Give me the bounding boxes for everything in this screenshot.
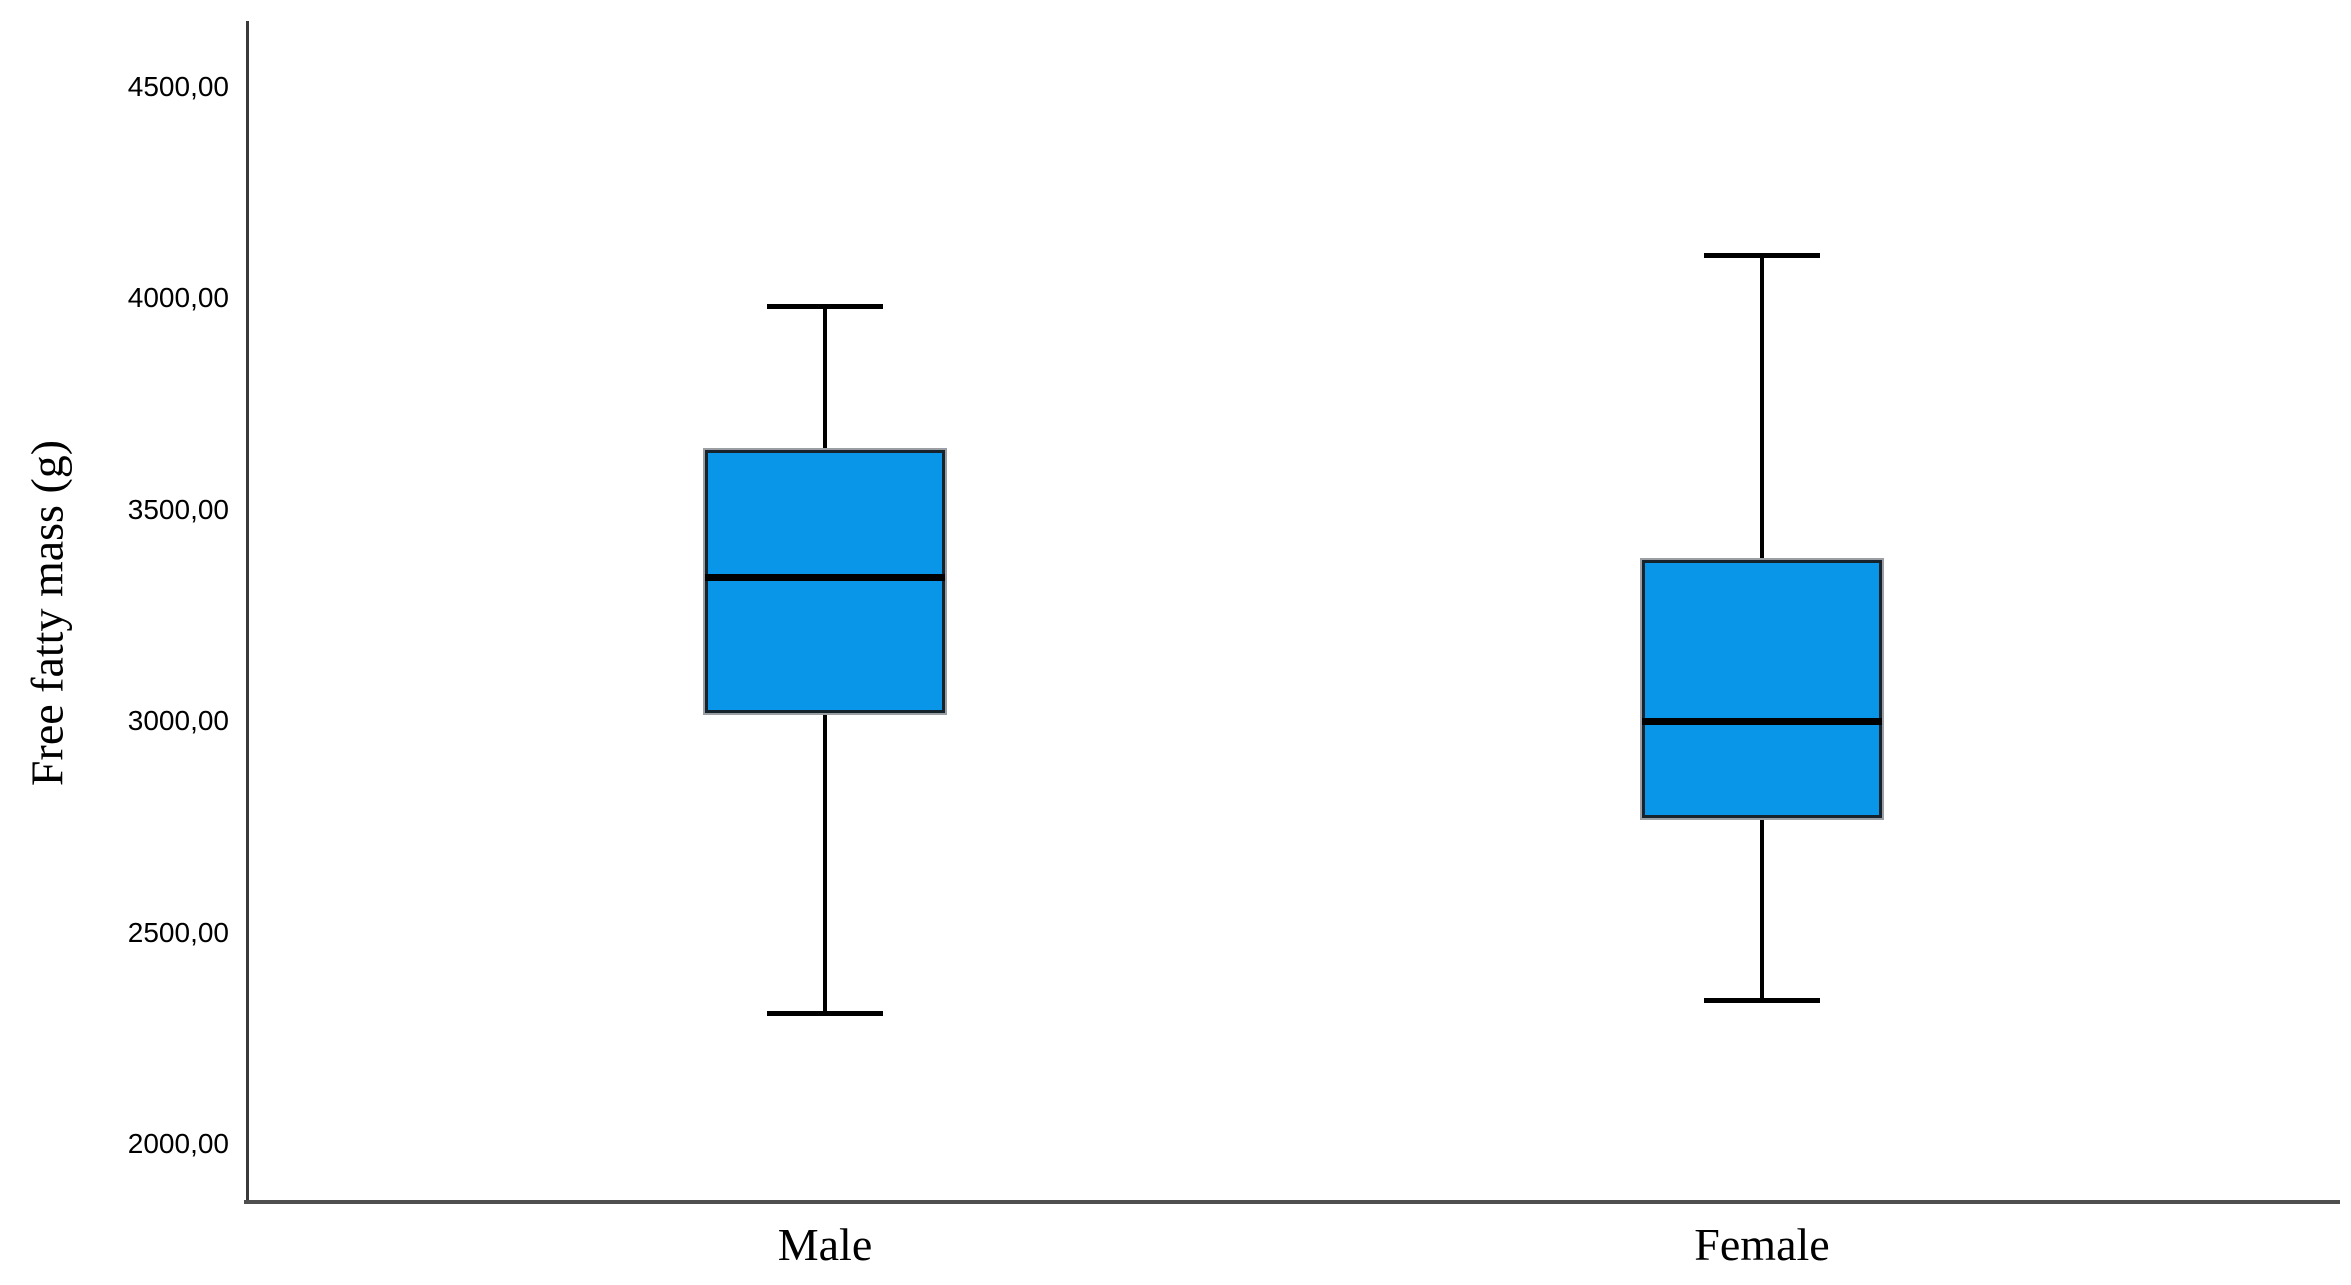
median-line-male [705, 573, 945, 581]
lower-whisker-male [823, 712, 827, 1013]
x-axis-line [244, 1200, 2340, 1204]
category-label-male: Male [777, 1219, 873, 1270]
lower-whisker-female [1760, 818, 1764, 1001]
upper-whisker-male [823, 306, 827, 451]
category-label-female: Female [1694, 1219, 1830, 1270]
iqr-box-female [1640, 558, 1884, 821]
y-axis-line [246, 21, 249, 1204]
upper-whisker-female [1760, 255, 1764, 561]
max-cap-female [1704, 253, 1820, 259]
min-cap-female [1704, 997, 1820, 1003]
y-tick-label-4500: 4500,00 [127, 70, 229, 102]
y-tick-label-2500: 2500,00 [127, 916, 229, 948]
y-tick-label-3000: 3000,00 [127, 705, 229, 737]
y-tick-label-3500: 3500,00 [127, 493, 229, 525]
iqr-box-male [703, 448, 947, 715]
max-cap-male [767, 304, 883, 310]
min-cap-male [767, 1010, 883, 1016]
y-tick-label-2000: 2000,00 [127, 1128, 229, 1160]
median-line-female [1642, 717, 1882, 725]
y-tick-label-4000: 4000,00 [127, 282, 229, 314]
